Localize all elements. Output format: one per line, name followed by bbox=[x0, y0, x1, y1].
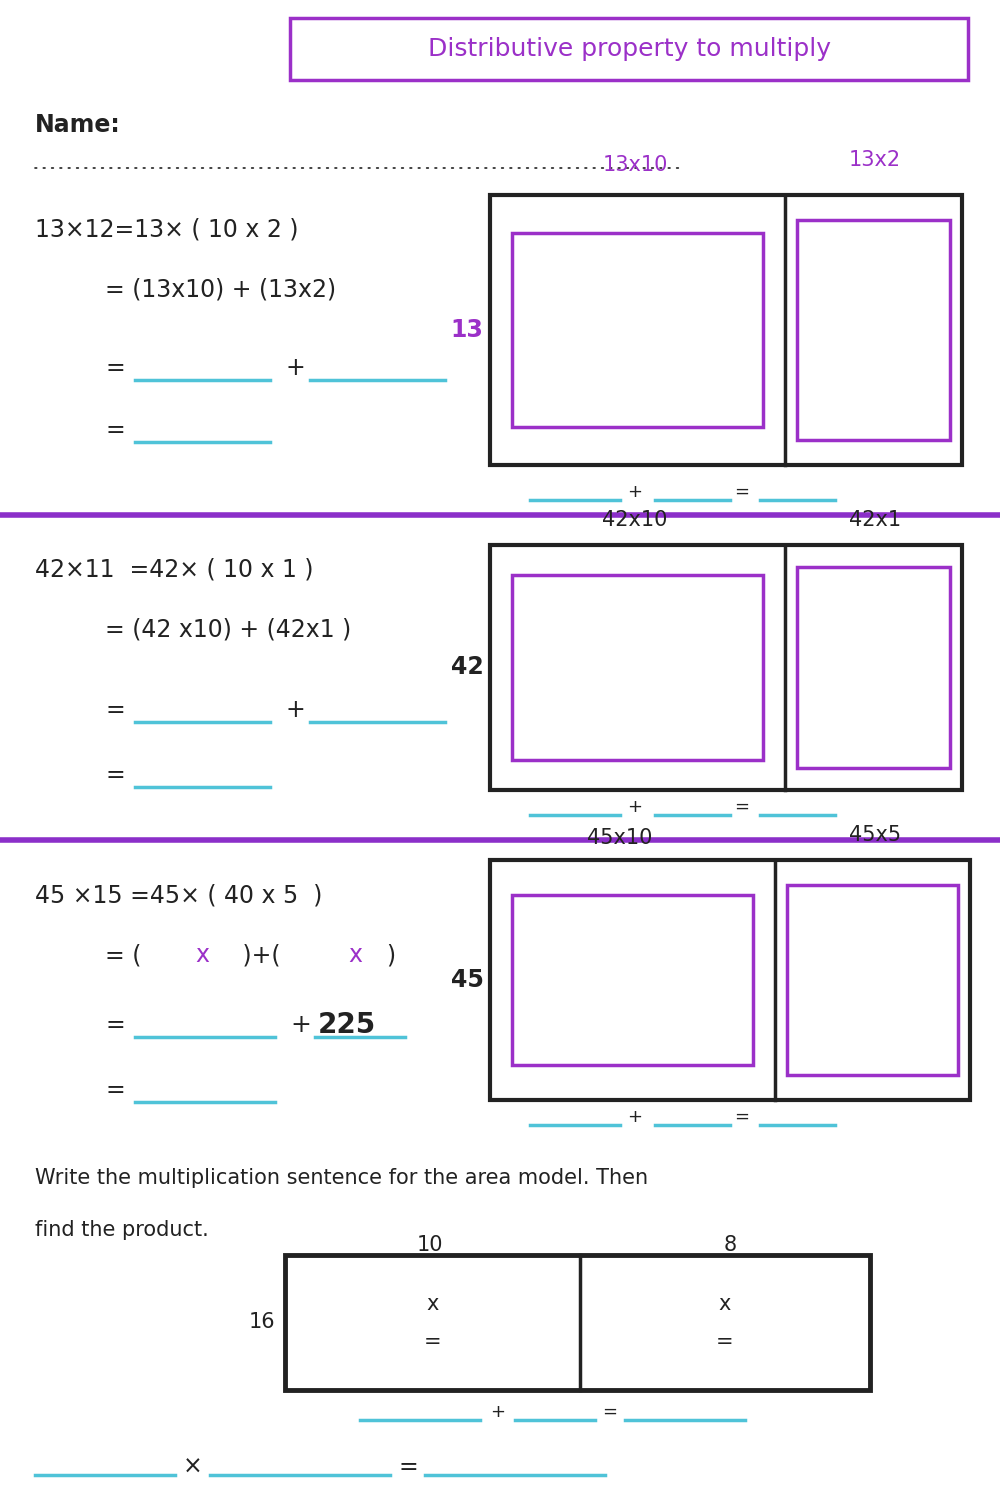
Text: x: x bbox=[195, 943, 209, 968]
Text: 45 ×15 =45× ( 40 x 5  ): 45 ×15 =45× ( 40 x 5 ) bbox=[35, 883, 322, 907]
Text: =: = bbox=[105, 764, 125, 788]
Text: 16: 16 bbox=[249, 1312, 275, 1332]
Bar bbox=[490, 860, 970, 1101]
Bar bbox=[512, 895, 753, 1064]
Text: 42×11  =42× ( 10 x 1 ): 42×11 =42× ( 10 x 1 ) bbox=[35, 558, 314, 582]
Text: =: = bbox=[734, 798, 750, 816]
Text: +: + bbox=[285, 355, 305, 380]
Text: 13x10: 13x10 bbox=[602, 156, 668, 175]
Text: +: + bbox=[490, 1403, 506, 1421]
Bar bbox=[512, 575, 763, 761]
Text: 45x10: 45x10 bbox=[587, 829, 653, 848]
Text: find the product.: find the product. bbox=[35, 1220, 209, 1240]
Text: =: = bbox=[105, 699, 125, 723]
Text: =: = bbox=[734, 1108, 750, 1126]
Bar bbox=[290, 18, 968, 80]
Text: =: = bbox=[716, 1332, 734, 1353]
Text: +: + bbox=[628, 482, 642, 500]
Text: =: = bbox=[602, 1403, 618, 1421]
Bar bbox=[285, 1255, 870, 1390]
Bar bbox=[490, 544, 962, 789]
Text: =: = bbox=[398, 1455, 418, 1479]
Text: =: = bbox=[105, 417, 125, 442]
Text: x: x bbox=[426, 1294, 439, 1314]
Text: = (13x10) + (13x2): = (13x10) + (13x2) bbox=[105, 278, 336, 302]
Text: =: = bbox=[105, 355, 125, 380]
Text: 42: 42 bbox=[451, 656, 483, 679]
Text: 10: 10 bbox=[417, 1235, 443, 1255]
Text: 42x1: 42x1 bbox=[849, 510, 901, 531]
Text: 45: 45 bbox=[451, 968, 483, 992]
Text: 8: 8 bbox=[723, 1235, 737, 1255]
Bar bbox=[787, 885, 958, 1075]
Bar bbox=[797, 221, 950, 440]
Text: =: = bbox=[105, 1078, 125, 1102]
Text: =: = bbox=[105, 1013, 125, 1037]
Text: Write the multiplication sentence for the area model. Then: Write the multiplication sentence for th… bbox=[35, 1167, 648, 1188]
Text: ): ) bbox=[372, 943, 396, 968]
Text: 13: 13 bbox=[451, 318, 483, 342]
Text: 13x2: 13x2 bbox=[849, 150, 901, 169]
Text: +: + bbox=[285, 699, 305, 723]
Text: = (42 x10) + (42x1 ): = (42 x10) + (42x1 ) bbox=[105, 618, 351, 643]
Text: 45x5: 45x5 bbox=[849, 826, 901, 845]
Text: x: x bbox=[348, 943, 362, 968]
Text: 13×12=13× ( 10 x 2 ): 13×12=13× ( 10 x 2 ) bbox=[35, 218, 298, 242]
Text: +: + bbox=[628, 1108, 642, 1126]
Text: Distributive property to multiply: Distributive property to multiply bbox=[428, 36, 830, 60]
Text: 42x10: 42x10 bbox=[602, 510, 668, 531]
Text: =: = bbox=[424, 1332, 441, 1353]
Text: +: + bbox=[628, 798, 642, 816]
Text: Name:: Name: bbox=[35, 113, 121, 138]
Bar bbox=[512, 233, 763, 426]
Bar bbox=[490, 195, 962, 466]
Text: 225: 225 bbox=[318, 1012, 376, 1039]
Bar bbox=[797, 567, 950, 768]
Text: x: x bbox=[719, 1294, 731, 1314]
Text: ×: × bbox=[183, 1455, 203, 1479]
Text: = (: = ( bbox=[105, 943, 156, 968]
Text: =: = bbox=[734, 482, 750, 500]
Text: +: + bbox=[290, 1013, 311, 1037]
Text: )+(: )+( bbox=[220, 943, 296, 968]
